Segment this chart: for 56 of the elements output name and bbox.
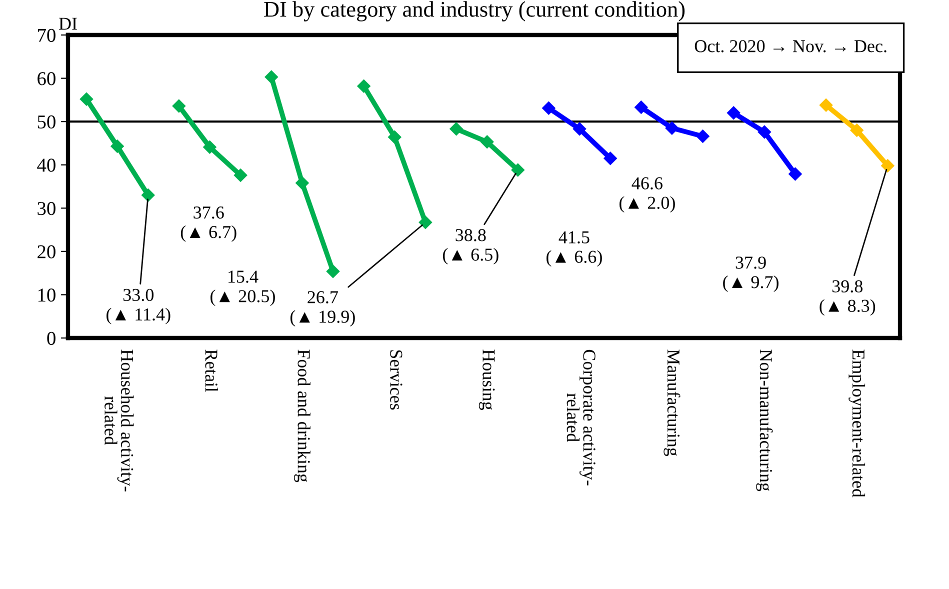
- point: [234, 168, 248, 182]
- point: [881, 159, 894, 172]
- point: [696, 130, 710, 143]
- y-axis-title: DI: [58, 18, 77, 30]
- point: [326, 264, 340, 278]
- point: [572, 122, 586, 136]
- x-tick-label: Non-manufacturing: [756, 350, 773, 492]
- x-tick-label: Household activity- related: [104, 350, 134, 492]
- x-tick-label: Services: [390, 350, 402, 410]
- point: [142, 188, 155, 202]
- y-tick-label: 20: [38, 245, 56, 258]
- chart-title: DI by category and industry (current condition): [264, 1, 685, 22]
- text: 41.5 (▲ 6.6): [546, 231, 602, 267]
- point: [264, 70, 278, 84]
- text: 46.6 (▲ 2.0): [620, 177, 675, 213]
- point: [634, 100, 648, 114]
- x-tick-label: Corporate activity- related: [566, 350, 596, 486]
- point: [511, 163, 524, 177]
- text: 37.9 (▲ 9.7): [723, 256, 778, 292]
- x-tick-label: Retail: [205, 350, 218, 392]
- x-tick-label: Food and drinking: [294, 350, 310, 482]
- point: [850, 124, 864, 137]
- point: [819, 98, 833, 112]
- point: [418, 216, 432, 230]
- y-tick-label: 60: [38, 72, 56, 86]
- point: [665, 121, 679, 135]
- x-tick-label: Manufacturing: [664, 350, 680, 456]
- text: 26.7 (▲ 19.9): [290, 291, 355, 326]
- point: [110, 140, 124, 153]
- y-tick-label: 40: [37, 158, 56, 172]
- y-tick-label: 10: [38, 288, 56, 302]
- point: [357, 79, 370, 93]
- y-tick-label: 50: [38, 115, 56, 129]
- point: [480, 135, 494, 149]
- point: [450, 122, 463, 136]
- text: 37.6 (▲ 6.7): [180, 206, 236, 242]
- point: [542, 102, 556, 115]
- y-tick-label: 30: [38, 202, 56, 216]
- x-tick-label: Housing: [478, 350, 495, 410]
- text: 15.4 (▲ 20.5): [210, 270, 275, 306]
- point: [388, 130, 402, 144]
- y-tick-label: 70: [38, 28, 56, 42]
- point: [788, 167, 802, 181]
- text: 33.0 (▲ 11.4): [106, 288, 170, 324]
- text: 38.8 (▲ 6.5): [442, 229, 498, 264]
- text: 39.8 (▲ 8.3): [820, 280, 876, 316]
- point: [604, 152, 617, 165]
- x-tick-label: Employment-related: [848, 350, 866, 498]
- point: [172, 99, 186, 113]
- point: [296, 176, 309, 190]
- point: [758, 125, 772, 139]
- point: [203, 140, 216, 154]
- y-tick-label: 0: [47, 332, 56, 345]
- annotation: Oct. 2020 → Nov. → Dec.: [694, 40, 886, 52]
- point: [80, 92, 94, 106]
- point: [727, 106, 740, 120]
